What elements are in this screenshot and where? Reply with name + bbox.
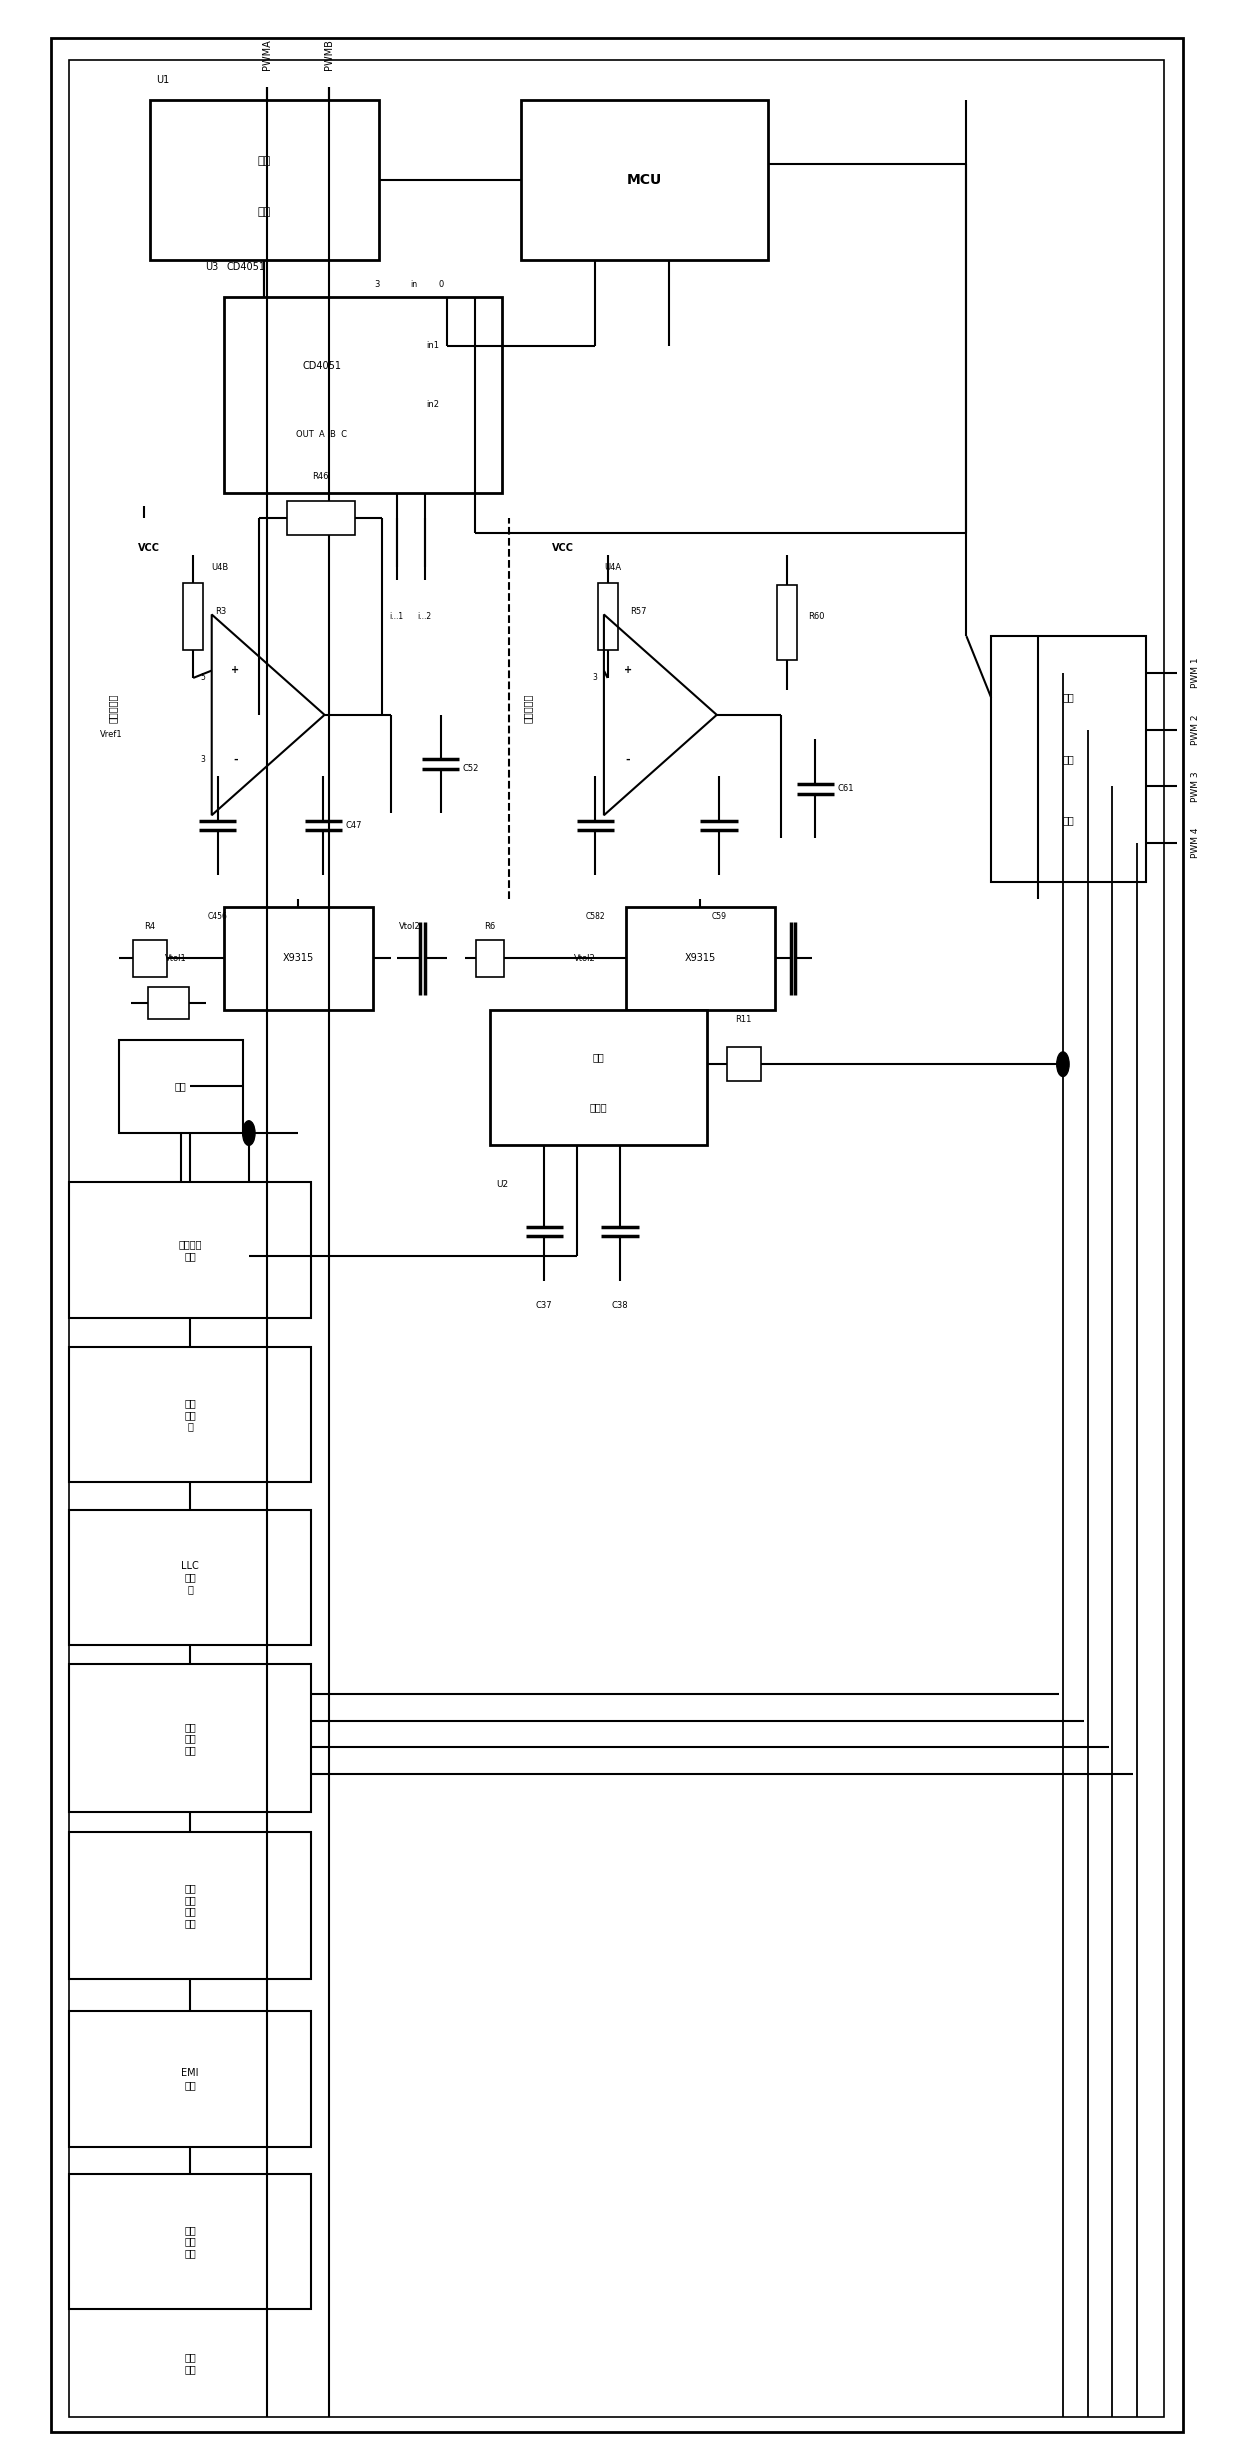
Text: R57: R57 bbox=[630, 606, 646, 616]
Text: 芯片: 芯片 bbox=[258, 207, 270, 217]
Text: Vtol2: Vtol2 bbox=[574, 953, 595, 963]
Text: +: + bbox=[624, 665, 631, 675]
Text: C52: C52 bbox=[463, 764, 479, 773]
Bar bbox=[224, 296, 502, 493]
Text: 驱动: 驱动 bbox=[1063, 754, 1074, 764]
Text: 3: 3 bbox=[374, 281, 379, 288]
Text: 整流滤波
电路: 整流滤波 电路 bbox=[179, 1239, 202, 1261]
Text: PWM 4: PWM 4 bbox=[1190, 828, 1200, 857]
Bar bbox=[69, 62, 1164, 2416]
Text: 3: 3 bbox=[201, 754, 206, 764]
Bar bbox=[148, 988, 188, 1020]
Text: U4A: U4A bbox=[604, 562, 621, 571]
Bar bbox=[69, 2012, 311, 2148]
Text: 隔离: 隔离 bbox=[1063, 692, 1074, 702]
Text: VCC: VCC bbox=[138, 542, 160, 552]
Text: VCC: VCC bbox=[552, 542, 574, 552]
Text: R3: R3 bbox=[216, 606, 227, 616]
Text: U3: U3 bbox=[205, 261, 218, 271]
Text: 恒压控制环: 恒压控制环 bbox=[108, 695, 118, 724]
Text: 传感器: 传感器 bbox=[589, 1103, 608, 1113]
Text: 功率
因数
校正
电路: 功率 因数 校正 电路 bbox=[185, 1884, 196, 1929]
Text: i...2: i...2 bbox=[418, 611, 432, 621]
Text: C456: C456 bbox=[208, 911, 228, 921]
Text: 0: 0 bbox=[439, 281, 444, 288]
Text: in: in bbox=[410, 281, 417, 288]
Text: in2: in2 bbox=[427, 401, 439, 409]
Text: PWMB: PWMB bbox=[324, 39, 335, 71]
Text: C37: C37 bbox=[536, 1300, 553, 1310]
Text: C47: C47 bbox=[345, 820, 362, 830]
Bar bbox=[991, 635, 1146, 882]
Bar bbox=[598, 584, 618, 650]
Text: C59: C59 bbox=[712, 911, 727, 921]
Text: PWM 2: PWM 2 bbox=[1190, 714, 1200, 744]
Text: 控制: 控制 bbox=[258, 155, 270, 165]
Text: U2: U2 bbox=[496, 1180, 508, 1190]
Text: PWM 1: PWM 1 bbox=[1190, 658, 1200, 687]
Text: -: - bbox=[625, 754, 630, 764]
Bar bbox=[777, 586, 797, 660]
Bar bbox=[490, 1010, 707, 1145]
Circle shape bbox=[243, 1121, 255, 1145]
Text: i...1: i...1 bbox=[389, 611, 404, 621]
Text: PWMA: PWMA bbox=[263, 39, 273, 71]
Bar bbox=[119, 1039, 243, 1133]
Circle shape bbox=[1056, 1052, 1069, 1076]
Text: 隔离
变压
器: 隔离 变压 器 bbox=[185, 1399, 196, 1431]
Bar bbox=[69, 1347, 311, 1483]
Text: Vref1: Vref1 bbox=[100, 729, 123, 739]
Text: LLC
谐振
器: LLC 谐振 器 bbox=[181, 1562, 198, 1594]
Text: 电路: 电路 bbox=[1063, 815, 1074, 825]
Text: R60: R60 bbox=[808, 611, 825, 621]
Text: CD4051: CD4051 bbox=[227, 261, 265, 271]
Text: R4: R4 bbox=[144, 921, 155, 931]
Text: C38: C38 bbox=[611, 1300, 629, 1310]
Text: Vtol2: Vtol2 bbox=[399, 921, 420, 931]
Text: X9315: X9315 bbox=[684, 953, 715, 963]
Text: 检测: 检测 bbox=[175, 1081, 187, 1091]
Text: R11: R11 bbox=[735, 1015, 751, 1025]
Bar bbox=[133, 941, 167, 978]
Bar bbox=[150, 101, 378, 259]
Bar bbox=[69, 2175, 311, 2310]
Bar bbox=[69, 1182, 311, 1318]
Text: 恒流控制环: 恒流控制环 bbox=[522, 695, 532, 724]
Text: U4B: U4B bbox=[212, 562, 229, 571]
Text: C61: C61 bbox=[838, 783, 854, 793]
Text: R6: R6 bbox=[485, 921, 496, 931]
Text: 5: 5 bbox=[201, 672, 206, 682]
Text: in1: in1 bbox=[427, 342, 439, 350]
Bar bbox=[94, 517, 1034, 899]
Bar bbox=[69, 1832, 311, 1980]
Text: -: - bbox=[233, 754, 238, 764]
Text: EMI
滤波: EMI 滤波 bbox=[181, 2069, 198, 2089]
Bar bbox=[224, 906, 372, 1010]
Text: CD4051: CD4051 bbox=[303, 360, 341, 369]
Bar bbox=[286, 500, 355, 534]
Bar bbox=[476, 941, 503, 978]
Bar bbox=[626, 906, 775, 1010]
Bar bbox=[521, 101, 769, 259]
Text: 3: 3 bbox=[593, 672, 598, 682]
Bar bbox=[184, 584, 203, 650]
Bar bbox=[69, 1665, 311, 1813]
Text: C582: C582 bbox=[585, 911, 605, 921]
Text: 整流
滤波
电路: 整流 滤波 电路 bbox=[185, 2224, 196, 2259]
Text: +: + bbox=[232, 665, 239, 675]
Text: X9315: X9315 bbox=[283, 953, 314, 963]
Bar bbox=[69, 1510, 311, 1645]
Text: R46: R46 bbox=[312, 473, 329, 480]
Text: Vtol1: Vtol1 bbox=[165, 953, 187, 963]
Text: MCU: MCU bbox=[627, 172, 662, 187]
Text: 霍尔: 霍尔 bbox=[593, 1052, 604, 1062]
Text: PWM 3: PWM 3 bbox=[1190, 771, 1200, 800]
Bar bbox=[727, 1047, 760, 1081]
Text: 山川
输入: 山川 输入 bbox=[185, 2352, 196, 2374]
Text: 全桥
逆变
电路: 全桥 逆变 电路 bbox=[185, 1722, 196, 1756]
Text: U1: U1 bbox=[156, 74, 170, 86]
Text: OUT  A  B  C: OUT A B C bbox=[296, 431, 347, 438]
